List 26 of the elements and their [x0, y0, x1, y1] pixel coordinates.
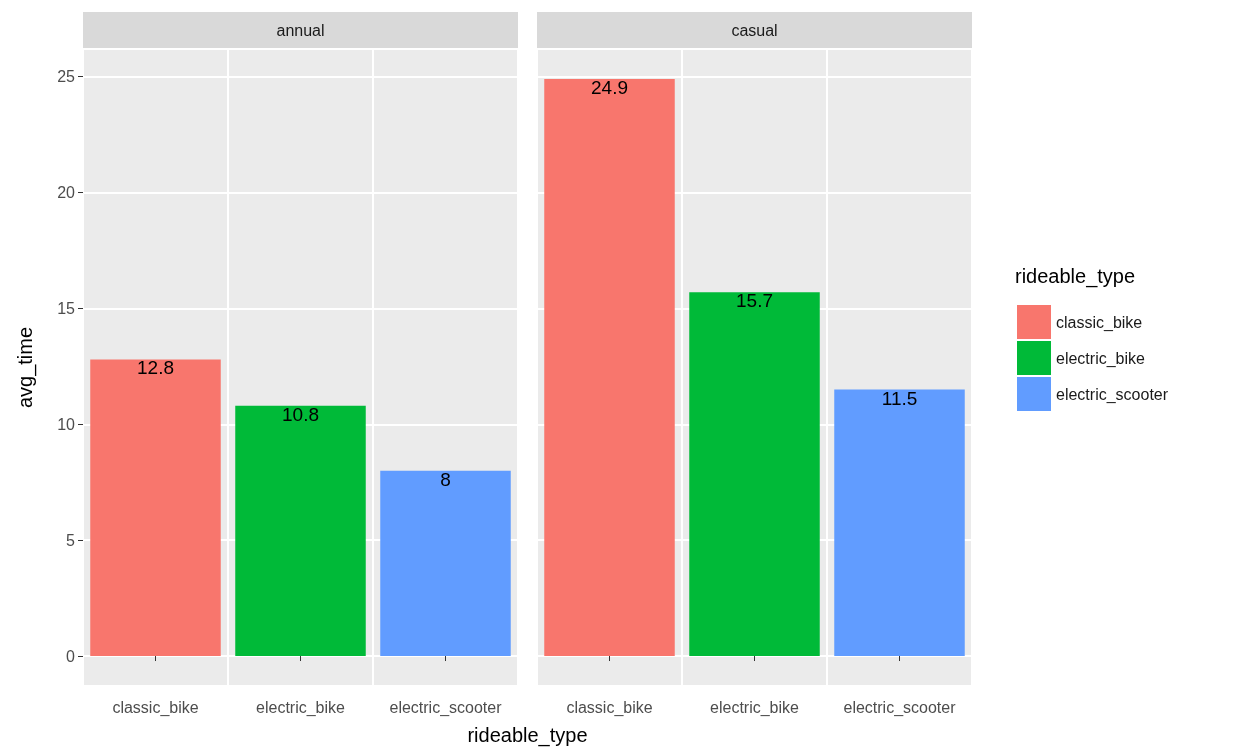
- x-tick-label: electric_scooter: [389, 698, 503, 717]
- x-tick-label: electric_scooter: [843, 698, 957, 717]
- data-label: 15.7: [736, 290, 773, 312]
- data-label: 12.8: [137, 357, 174, 379]
- y-tick-label: 20: [57, 184, 76, 202]
- y-axis-title: avg_time: [14, 326, 37, 409]
- x-axis-title: rideable_type: [466, 724, 589, 747]
- data-label: 8: [440, 468, 451, 490]
- data-label: 10.8: [282, 403, 319, 425]
- x-tick-label: classic_bike: [112, 698, 199, 717]
- chart-title: annual: [276, 21, 325, 39]
- x-tick-label: electric_bike: [710, 698, 800, 717]
- legend-label: electric_bike: [1056, 349, 1146, 368]
- data-label: 24.9: [591, 76, 628, 98]
- x-tick-label: classic_bike: [566, 698, 653, 717]
- y-tick-label: 5: [66, 531, 76, 549]
- legend-label: electric_scooter: [1056, 385, 1169, 404]
- y-tick-label: 25: [57, 68, 76, 86]
- legend-title: rideable_type: [1015, 265, 1136, 288]
- x-tick-label: electric_bike: [256, 698, 346, 717]
- legend-label: classic_bike: [1056, 313, 1143, 332]
- y-tick-label: 10: [57, 415, 76, 433]
- y-tick-label: 0: [66, 647, 76, 665]
- data-label: 11.5: [881, 387, 918, 409]
- y-tick-label: 15: [57, 299, 76, 317]
- chart-title: casual: [731, 21, 778, 39]
